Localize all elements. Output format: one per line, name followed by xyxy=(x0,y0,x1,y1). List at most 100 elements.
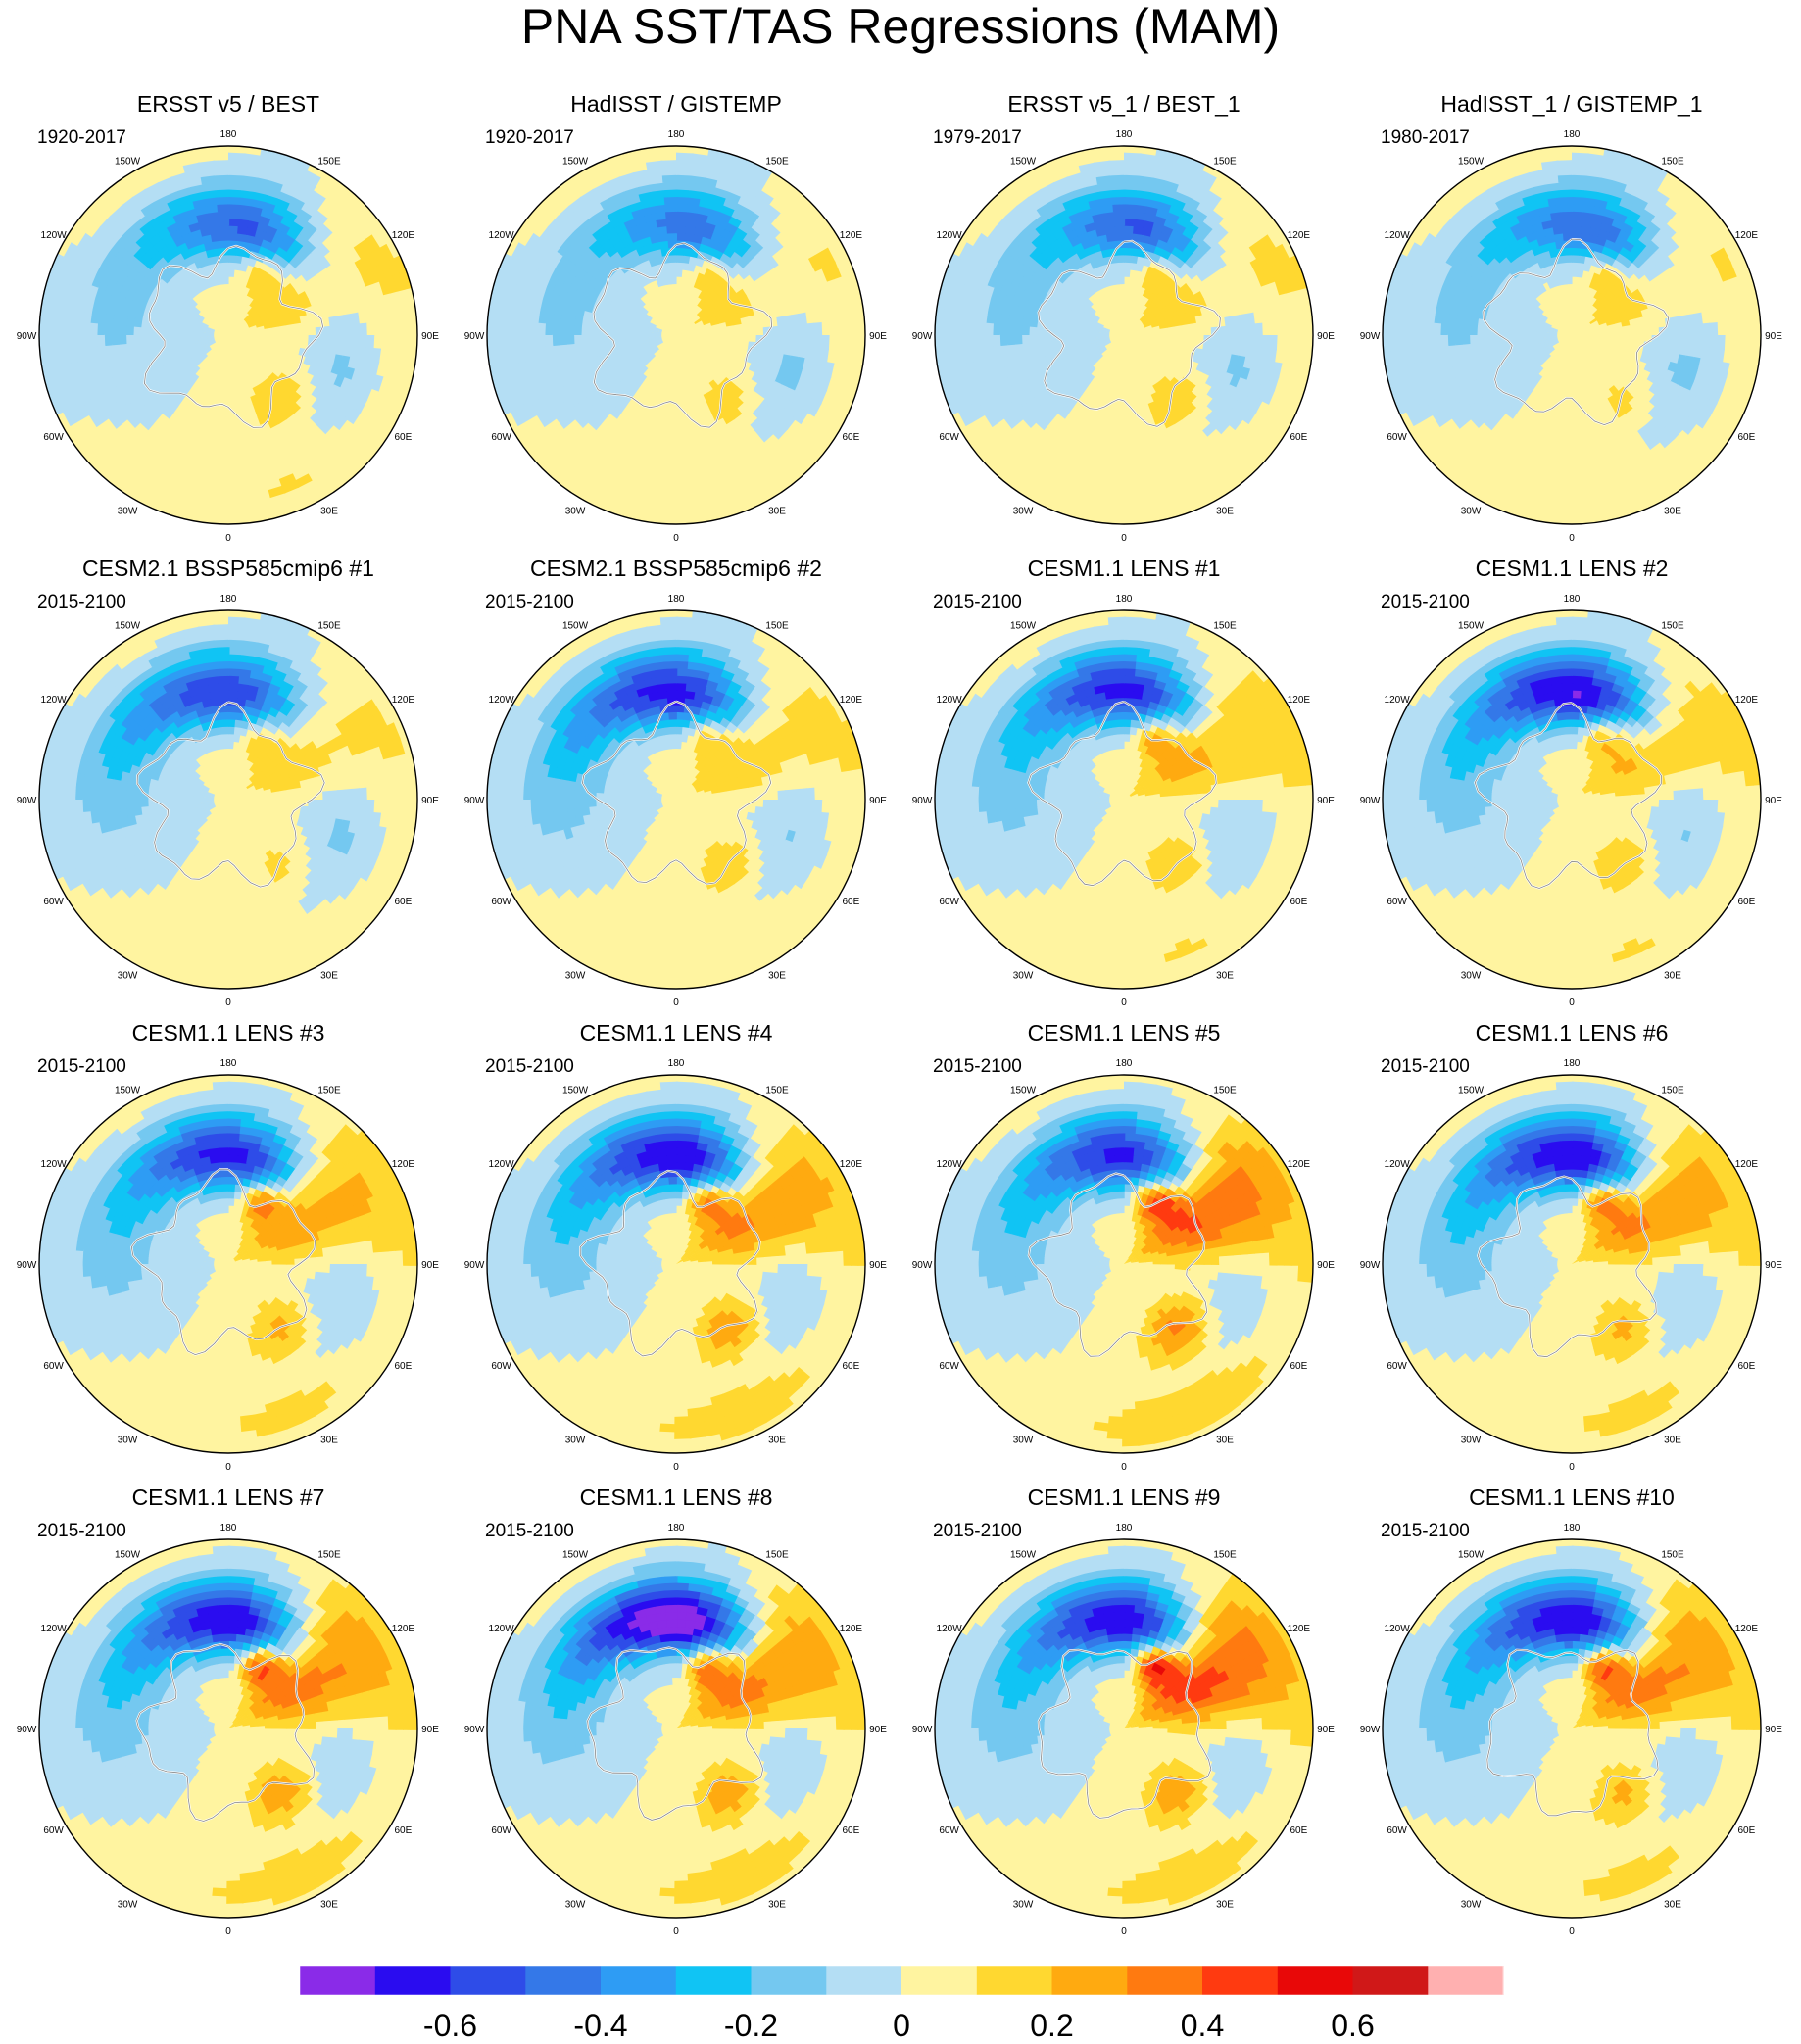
field-cell xyxy=(764,222,781,239)
field-cell xyxy=(291,780,301,790)
field-cell xyxy=(1083,350,1093,358)
field-cell xyxy=(63,242,78,262)
field-cell xyxy=(264,657,280,670)
field-cell xyxy=(95,856,109,873)
longitude-label: 30E xyxy=(1216,506,1234,516)
field-cell xyxy=(1549,328,1558,333)
field-cell xyxy=(1537,347,1547,354)
field-cell xyxy=(333,414,349,431)
field-cell xyxy=(206,211,219,221)
field-cell xyxy=(200,342,209,348)
field-cell xyxy=(655,255,664,266)
field-cell xyxy=(170,204,185,217)
field-cell xyxy=(162,793,170,800)
field-cell xyxy=(60,783,70,800)
field-cell xyxy=(670,275,677,285)
field-cell xyxy=(1612,316,1623,324)
field-cell xyxy=(582,309,593,320)
field-cell xyxy=(393,255,408,275)
field-cell xyxy=(1607,305,1617,315)
field-cell xyxy=(992,333,1001,347)
field-cell xyxy=(228,682,240,692)
field-cell xyxy=(647,789,657,795)
map-panel: 180150E120E90E60E30E030W60W90W120W150WHa… xyxy=(1360,91,1783,544)
field-cell xyxy=(649,181,665,192)
field-cell xyxy=(556,386,569,402)
field-cell xyxy=(315,800,324,809)
field-cell xyxy=(277,190,295,205)
field-cell xyxy=(373,728,387,747)
field-cell xyxy=(798,345,807,360)
field-cell xyxy=(101,389,116,405)
field-cell xyxy=(1659,203,1677,219)
field-cell xyxy=(183,820,193,830)
field-cell xyxy=(89,257,104,274)
field-cell xyxy=(1005,225,1023,242)
field-cell xyxy=(982,283,995,300)
longitude-label: 180 xyxy=(668,129,685,140)
field-cell xyxy=(312,228,328,244)
field-cell xyxy=(86,748,99,764)
field-cell xyxy=(238,204,253,214)
field-cell xyxy=(155,666,171,680)
field-cell xyxy=(1124,181,1140,191)
field-cell xyxy=(243,153,263,164)
field-cell xyxy=(82,772,93,788)
field-cell xyxy=(248,737,258,748)
field-cell xyxy=(204,660,219,671)
field-cell xyxy=(1516,310,1527,318)
field-cell xyxy=(1679,344,1689,357)
field-cell xyxy=(277,655,295,669)
field-cell xyxy=(305,813,316,824)
field-cell xyxy=(639,802,648,806)
field-cell xyxy=(552,277,565,293)
field-cell xyxy=(248,322,257,328)
field-cell xyxy=(199,340,209,346)
field-cell xyxy=(1438,392,1452,409)
field-cell xyxy=(172,179,191,192)
field-cell xyxy=(318,815,330,828)
field-cell xyxy=(217,675,230,684)
panel-grid: 180150E120E90E60E30E030W60W90W120W150WER… xyxy=(17,91,1783,1937)
field-cell xyxy=(1006,323,1016,335)
field-cell xyxy=(282,641,302,656)
field-cell xyxy=(1642,175,1662,192)
field-cell xyxy=(616,329,626,335)
field-cell xyxy=(1627,209,1643,222)
field-cell xyxy=(581,341,591,352)
field-cell xyxy=(688,181,705,193)
field-cell xyxy=(102,728,116,745)
longitude-label: 30E xyxy=(1664,506,1681,516)
field-cell xyxy=(1021,324,1030,335)
field-cell xyxy=(713,224,727,237)
field-cell xyxy=(634,780,644,788)
field-cell xyxy=(1439,230,1456,248)
field-cell xyxy=(254,303,263,313)
field-cell xyxy=(538,225,555,244)
field-cell xyxy=(266,773,276,782)
longitude-label: 60W xyxy=(1387,432,1407,443)
field-cell xyxy=(209,727,219,737)
field-cell xyxy=(691,778,700,786)
field-cell xyxy=(1002,399,1017,415)
longitude-label: 120E xyxy=(1735,230,1759,241)
field-cell xyxy=(746,778,756,788)
field-cell xyxy=(1542,340,1552,346)
field-cell xyxy=(97,274,111,291)
field-cell xyxy=(1709,335,1719,350)
field-cell xyxy=(347,711,363,729)
field-cell xyxy=(582,349,592,361)
field-cell xyxy=(186,780,196,788)
field-cell xyxy=(985,309,996,324)
field-cell xyxy=(140,318,150,328)
field-cell xyxy=(239,196,255,207)
field-cell xyxy=(984,395,998,413)
field-cell xyxy=(676,718,685,728)
field-cell xyxy=(1207,209,1224,225)
field-cell xyxy=(206,336,215,340)
field-cell xyxy=(181,309,191,317)
field-cell xyxy=(949,317,958,335)
field-cell xyxy=(240,181,257,193)
field-cell xyxy=(586,220,603,235)
field-cell xyxy=(282,176,302,191)
